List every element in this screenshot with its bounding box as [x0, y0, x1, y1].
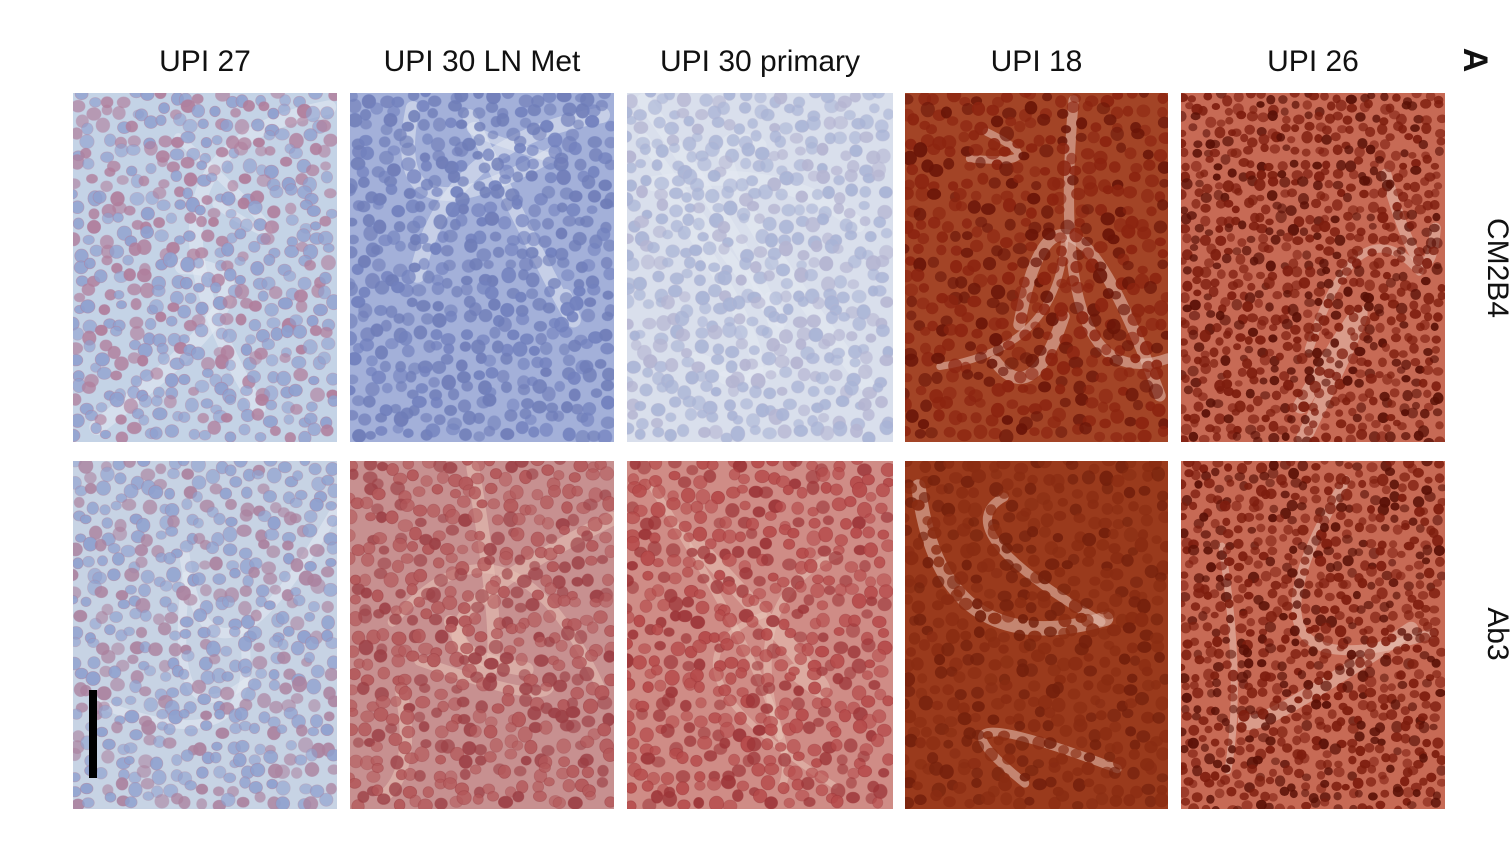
- column-label-upi-27: UPI 27: [159, 45, 251, 78]
- column-label-upi-18: UPI 18: [990, 45, 1083, 78]
- micrograph-texture: [350, 93, 614, 442]
- column-label-upi-26: UPI 26: [1267, 45, 1359, 78]
- micrograph-cm2b4-upi-27: [73, 93, 337, 442]
- micrograph-ab3-upi-30-ln-met: [350, 461, 614, 809]
- micrograph-cm2b4-upi-26: [1181, 93, 1445, 442]
- scale-bar: [89, 690, 97, 778]
- panel-letter: A: [1456, 47, 1494, 73]
- micrograph-texture: [627, 93, 893, 442]
- micrograph-ab3-upi-18: [905, 461, 1168, 809]
- micrograph-texture: [905, 93, 1168, 442]
- micrograph-cm2b4-upi-30-ln-met: [350, 93, 614, 442]
- micrograph-cm2b4-upi-18: [905, 93, 1168, 442]
- micrograph-texture: [73, 93, 337, 442]
- micrograph-cm2b4-upi-30-primary: [627, 93, 893, 442]
- micrograph-texture: [350, 461, 614, 809]
- column-label-upi-30-ln-met: UPI 30 LN Met: [383, 45, 581, 78]
- micrograph-texture: [905, 461, 1168, 809]
- micrograph-ab3-upi-26: [1181, 461, 1445, 809]
- column-label-upi-30-primary: UPI 30 primary: [659, 45, 861, 78]
- micrograph-texture: [1181, 461, 1445, 809]
- micrograph-ab3-upi-27: [73, 461, 337, 809]
- row-label-cm2b4: CM2B4: [1481, 217, 1512, 319]
- micrograph-ab3-upi-30-primary: [627, 461, 893, 809]
- micrograph-texture: [627, 461, 893, 809]
- micrograph-texture: [1181, 93, 1445, 442]
- micrograph-texture: [73, 461, 337, 809]
- row-label-ab3: Ab3: [1481, 607, 1512, 661]
